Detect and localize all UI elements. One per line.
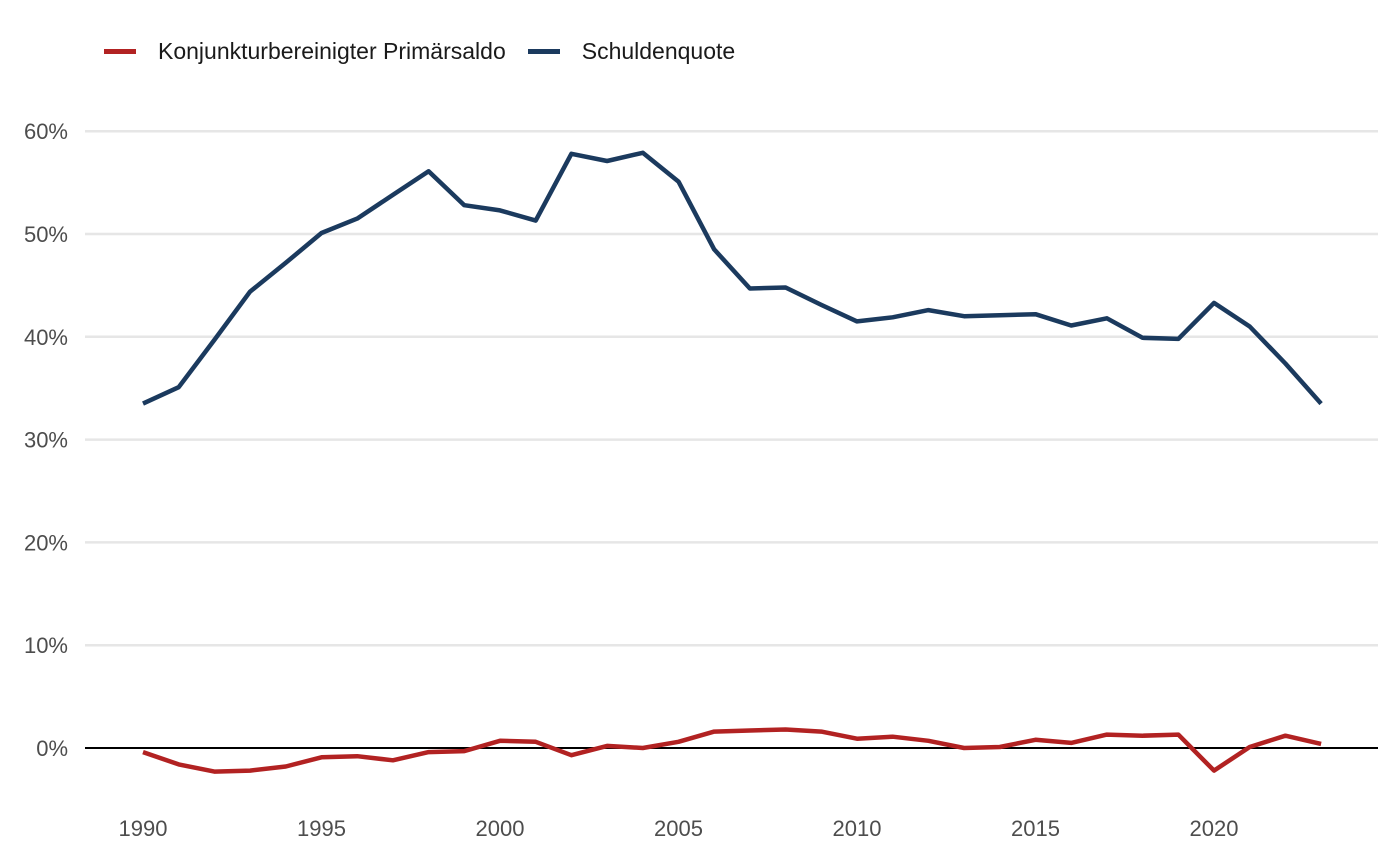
legend: Konjunkturbereinigter Primärsaldo Schuld… <box>104 38 757 65</box>
x-tick-label: 1995 <box>297 816 346 841</box>
legend-item-primaersaldo: Konjunkturbereinigter Primärsaldo <box>104 38 506 65</box>
y-axis-ticks: 0% 10% 20% 30% 40% 50% 60% <box>24 119 68 761</box>
y-tick-label: 40% <box>24 325 68 350</box>
gridlines <box>85 129 1378 647</box>
y-tick-label: 20% <box>24 530 68 555</box>
y-tick-label: 50% <box>24 222 68 247</box>
series-line-schuldenquote <box>142 150 1323 406</box>
y-tick-label: 10% <box>24 633 68 658</box>
x-tick-label: 2020 <box>1190 816 1239 841</box>
legend-item-schuldenquote: Schuldenquote <box>527 38 736 65</box>
x-tick-label: 2015 <box>1011 816 1060 841</box>
x-tick-label: 1990 <box>119 816 168 841</box>
x-axis-ticks: 1990 1995 2000 2005 2010 2015 2020 <box>119 816 1239 841</box>
data-series <box>142 150 1323 774</box>
series-line-primaersaldo <box>142 727 1322 774</box>
x-tick-label: 2000 <box>476 816 525 841</box>
legend-label: Schuldenquote <box>581 38 736 64</box>
legend-swatch-red <box>104 49 136 54</box>
x-tick-label: 2005 <box>654 816 703 841</box>
y-tick-label: 0% <box>36 736 68 761</box>
x-tick-label: 2010 <box>833 816 882 841</box>
legend-swatch-navy <box>527 49 560 54</box>
y-tick-label: 30% <box>24 428 68 453</box>
y-tick-label: 60% <box>24 119 68 144</box>
legend-label: Konjunkturbereinigter Primärsaldo <box>158 38 506 64</box>
